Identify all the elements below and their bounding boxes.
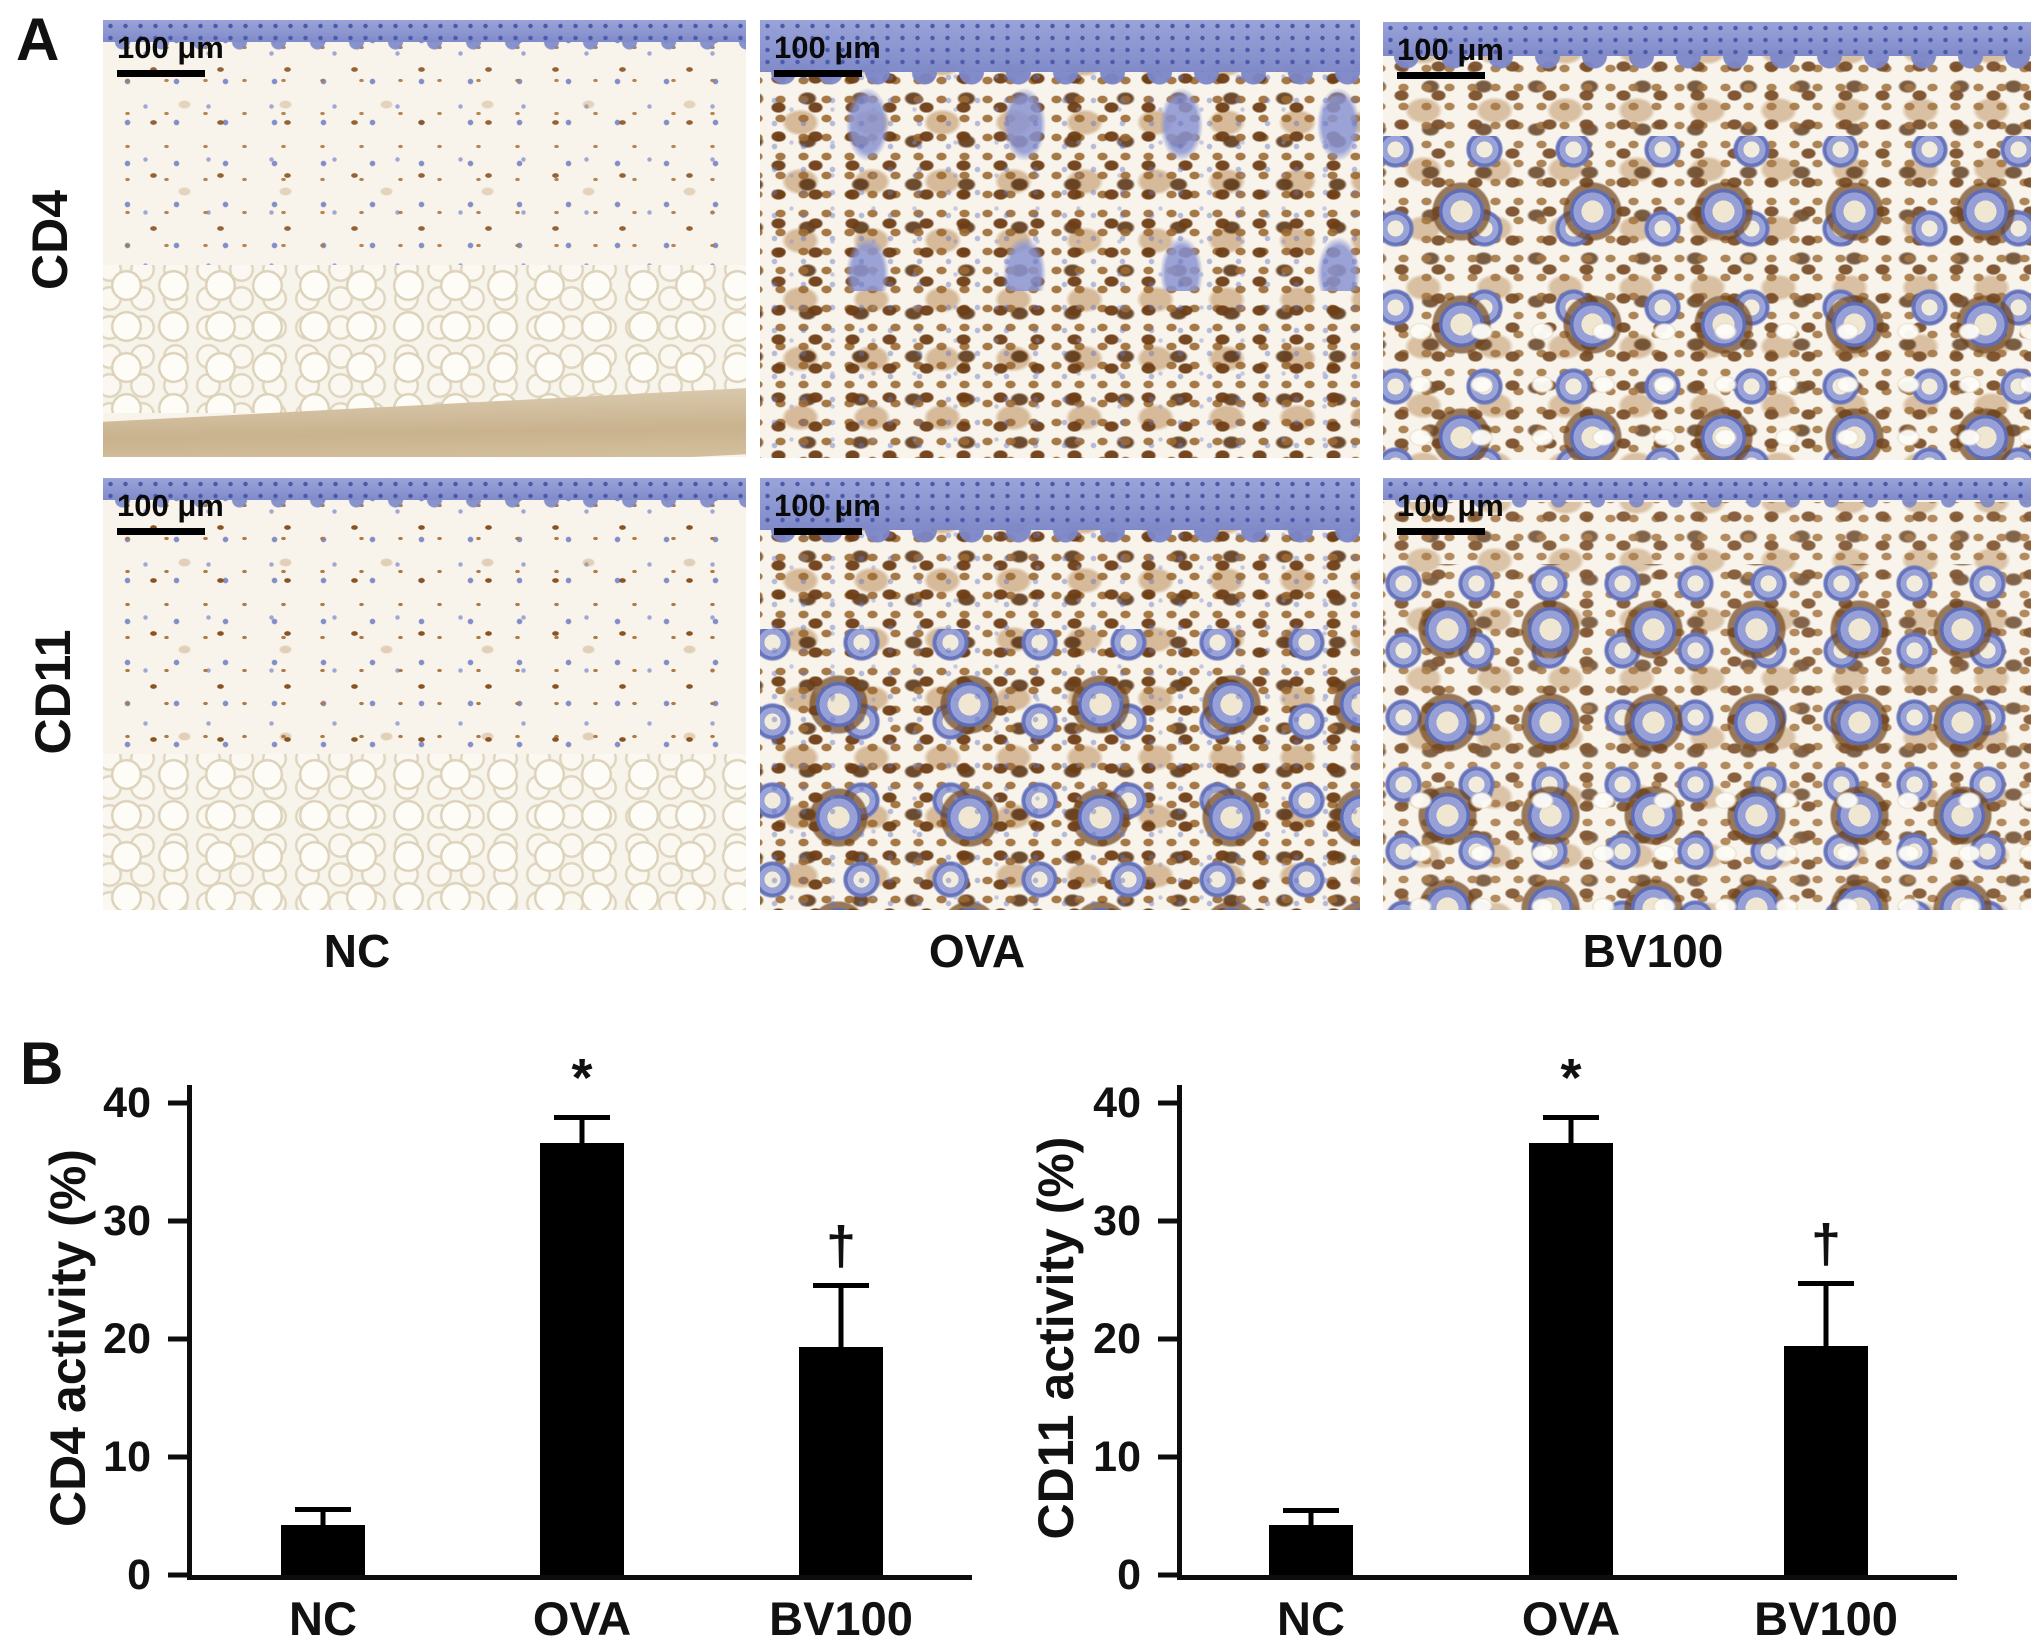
epidermis-texture <box>103 20 746 56</box>
scale-bar: 100 μm <box>1397 34 1504 79</box>
micrograph-cd11-bv100: 100 μm <box>1383 478 2031 910</box>
bar-group-nc: NC <box>281 1103 365 1645</box>
bar-group-nc: NC <box>1269 1103 1353 1645</box>
y-tick-label: 0 <box>1117 1550 1141 1599</box>
y-tick-label: 10 <box>1093 1432 1141 1481</box>
x-axis-line <box>1177 1575 1957 1580</box>
row-label-cd11: CD11 <box>25 629 81 755</box>
micrograph-cd4-ova: 100 μm <box>760 20 1360 458</box>
error-bar <box>554 1115 610 1143</box>
bar-bv100 <box>1784 1346 1868 1575</box>
scale-bar: 100 μm <box>774 32 881 77</box>
row-label-cd4: CD4 <box>22 189 78 291</box>
column-label-ova: OVA <box>928 925 1026 977</box>
y-tick: 10 <box>1093 1435 1177 1478</box>
bar-group-ova: * OVA <box>1522 1051 1620 1645</box>
epidermis-texture <box>1383 478 2031 514</box>
scale-bar-line <box>1397 528 1485 535</box>
micrograph-cd4-bv100: 100 μm <box>1383 22 2031 460</box>
bar-ova <box>1529 1143 1613 1575</box>
y-tick: 20 <box>103 1317 187 1360</box>
x-category-label: NC <box>1277 1592 1345 1645</box>
x-category-label: BV100 <box>769 1592 913 1645</box>
significance-marker-dagger: † <box>825 1216 857 1276</box>
bar-group-bv100: † BV100 <box>769 1103 913 1645</box>
micrograph-cd11-nc: 100 μm <box>103 478 746 910</box>
y-tick: 40 <box>103 1081 187 1124</box>
adipose-gaps-texture <box>1383 763 2031 910</box>
bar-group-bv100: † BV100 <box>1754 1103 1898 1645</box>
scale-bar: 100 μm <box>774 490 881 535</box>
x-axis-line <box>187 1575 972 1580</box>
error-bar <box>813 1283 869 1347</box>
error-bar <box>295 1507 351 1525</box>
y-axis-title-cd11: CD11 activity (%) <box>1028 1136 1084 1540</box>
y-tick-label: 20 <box>103 1314 151 1363</box>
y-tick: 10 <box>103 1435 187 1478</box>
scale-bar-line <box>117 528 205 535</box>
column-label-bv100: BV100 <box>1582 925 1724 977</box>
error-bar <box>1543 1115 1599 1143</box>
y-axis-line <box>1177 1085 1182 1575</box>
scale-bar-label: 100 μm <box>1397 32 1504 67</box>
scale-bar-label: 100 μm <box>774 30 881 65</box>
y-tick-label: 10 <box>103 1432 151 1481</box>
y-tick: 30 <box>103 1199 187 1242</box>
significance-marker-asterisk: * <box>571 1048 593 1108</box>
scale-bar-line <box>1397 72 1485 79</box>
y-axis-line <box>187 1085 192 1575</box>
y-tick-label: 30 <box>1093 1196 1141 1245</box>
adipose-texture <box>103 264 746 414</box>
scale-bar: 100 μm <box>1397 490 1504 535</box>
scale-bar-line <box>774 528 862 535</box>
y-tick: 40 <box>1093 1081 1177 1124</box>
micrograph-cd4-nc: 100 μm <box>103 20 746 457</box>
x-category-label: BV100 <box>1754 1592 1898 1645</box>
error-bar <box>1283 1508 1339 1525</box>
bar-ova <box>540 1143 624 1575</box>
y-tick-label: 40 <box>103 1078 151 1127</box>
scale-bar-label: 100 μm <box>774 488 881 523</box>
y-tick-label: 20 <box>1093 1314 1141 1363</box>
significance-marker-dagger: † <box>1810 1214 1842 1274</box>
scale-bar-label: 100 μm <box>1397 488 1504 523</box>
y-tick-label: 40 <box>1093 1078 1141 1127</box>
x-category-label: NC <box>289 1592 357 1645</box>
epidermis-texture <box>1383 22 2031 80</box>
y-tick-label: 30 <box>103 1196 151 1245</box>
y-tick: 0 <box>127 1553 187 1596</box>
scale-bar-line <box>774 70 862 77</box>
y-tick: 0 <box>1117 1553 1177 1596</box>
bar-nc <box>281 1525 365 1575</box>
panel-b-label: B <box>20 1030 64 1097</box>
bar-bv100 <box>799 1347 883 1575</box>
scale-bar-label: 100 μm <box>117 488 224 523</box>
column-label-nc: NC <box>323 925 391 977</box>
scale-bar-label: 100 μm <box>117 30 224 65</box>
adipose-gaps-texture <box>1383 293 2031 460</box>
micrograph-cd11-ova: 100 μm <box>760 478 1360 910</box>
panel-a-label: A <box>16 6 60 73</box>
bar-group-ova: * OVA <box>533 1051 631 1645</box>
bar-nc <box>1269 1525 1353 1575</box>
y-tick-label: 0 <box>127 1550 151 1599</box>
epidermis-texture <box>103 478 746 514</box>
scale-bar-line <box>117 70 205 77</box>
chart-cd11-activity: 0 10 20 30 40 NC * OVA † BV100 <box>1093 1051 1957 1645</box>
chart-cd4-activity: 0 10 20 30 40 NC * OVA † BV100 <box>103 1051 972 1645</box>
y-tick: 20 <box>1093 1317 1177 1360</box>
significance-marker-asterisk: * <box>1560 1048 1582 1108</box>
y-axis-title-cd4: CD4 activity (%) <box>40 1149 96 1527</box>
x-category-label: OVA <box>532 1592 632 1645</box>
hair-follicles-texture <box>760 629 1360 910</box>
adipose-texture <box>103 754 746 910</box>
error-bar <box>1798 1281 1854 1346</box>
y-tick: 30 <box>1093 1199 1177 1242</box>
x-category-label: OVA <box>1521 1592 1621 1645</box>
scale-bar: 100 μm <box>117 490 224 535</box>
epidermis-texture <box>760 478 1360 554</box>
scale-bar: 100 μm <box>117 32 224 77</box>
